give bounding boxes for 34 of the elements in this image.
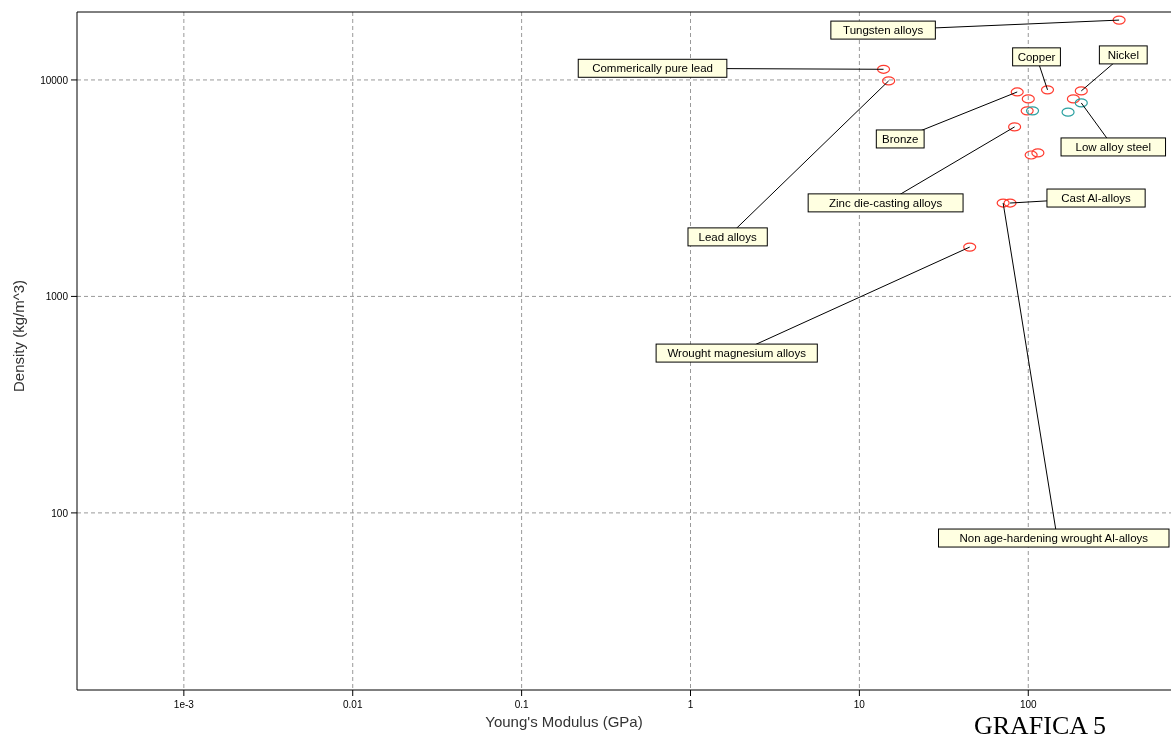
x-tick-label: 1	[687, 699, 694, 710]
x-axis-title: Young's Modulus (GPa)	[485, 713, 643, 730]
callout-box: Cast Al-alloys	[1046, 188, 1146, 208]
text: GRAFICA 5	[973, 711, 1107, 738]
callout-box: Copper	[1012, 47, 1061, 67]
callout-box: Bronze	[875, 129, 925, 149]
callout-box: Low alloy steel	[1060, 137, 1167, 157]
annotation: Cast Al-alloys	[1061, 192, 1132, 205]
callout-box: Non age-hardening wrought Al-alloys	[938, 528, 1170, 548]
callout-box: Zinc die-casting alloys	[807, 193, 964, 213]
x-tick-label: 10	[853, 699, 866, 710]
x-tick-label: 0.01	[343, 699, 363, 710]
annotation: Commerically pure lead	[592, 62, 713, 75]
x-tick-label: 1e-3	[173, 699, 195, 710]
annotation: Copper	[1017, 50, 1056, 63]
annotation: Non age-hardening wrought Al-alloys	[959, 532, 1149, 545]
y-tick-label: 10000	[40, 74, 69, 86]
x-tick-label: 100	[1019, 699, 1038, 710]
callout-box: Wrought magnesium alloys	[655, 343, 818, 363]
annotation: Zinc die-casting alloys	[829, 196, 943, 209]
callout-box: Lead alloys	[687, 227, 768, 247]
annotation: Low alloy steel	[1075, 140, 1151, 153]
x-tick-label: 0.1	[514, 699, 529, 710]
annotation: Wrought magnesium alloys	[667, 347, 807, 360]
callout-box: Commerically pure lead	[577, 58, 728, 78]
annotation: Bronze	[881, 132, 919, 145]
callout-box: Nickel	[1098, 45, 1148, 65]
callout-box: Tungsten alloys	[830, 20, 936, 40]
annotation: Tungsten alloys	[843, 24, 924, 37]
annotation: Nickel	[1107, 48, 1139, 61]
y-axis-title: Density (kg/m^3)	[10, 279, 27, 393]
y-tick-label: 1000	[45, 291, 69, 303]
y-tick-label: 100	[51, 507, 69, 519]
annotation: Lead alloys	[698, 230, 757, 243]
